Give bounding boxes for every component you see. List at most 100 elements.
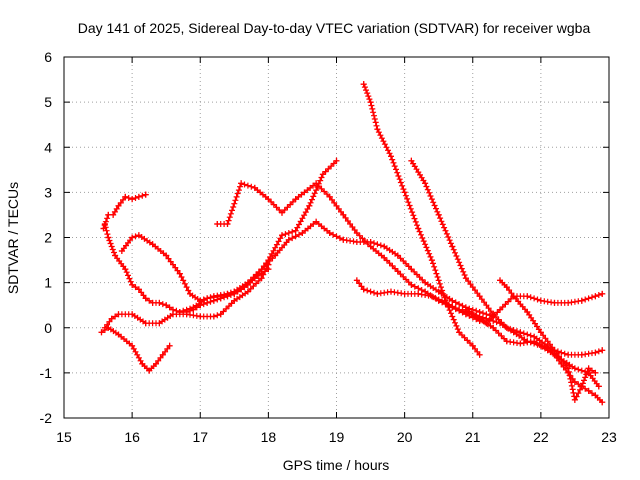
data-point [98,329,105,336]
data-point [462,275,469,282]
data-point [571,396,578,403]
data-point [129,281,136,288]
data-point [592,392,599,399]
data-point [578,383,585,390]
data-point [565,351,572,358]
data-point [578,351,585,358]
data-point [595,383,602,390]
data-point [231,297,238,304]
x-tick-label: 21 [465,429,481,445]
data-point [115,311,122,318]
data-point [469,342,476,349]
data-point [565,299,572,306]
data-point [599,347,606,354]
data-point [401,189,408,196]
data-point [272,252,279,259]
data-point [163,252,170,259]
data-point [551,347,558,354]
series-track-7 [176,218,497,320]
data-point [469,311,476,318]
data-point [442,297,449,304]
data-point [585,365,592,372]
data-point [279,232,285,239]
data-point [285,236,292,243]
data-point [210,313,217,320]
data-point [408,266,415,273]
data-point [360,286,367,293]
x-tick-label: 15 [56,429,72,445]
data-point [353,230,360,236]
data-point [108,315,115,322]
data-point [503,338,510,345]
data-point [156,299,163,306]
grid [64,57,609,418]
data-point [599,290,606,297]
data-point [105,234,112,241]
data-point [483,320,490,327]
data-point [476,351,483,358]
data-point [599,399,606,406]
data-point [497,277,503,284]
data-point [292,196,299,203]
y-axis-label: SDTVAR / TECUs [5,182,21,294]
data-point [517,340,524,347]
x-axis-label: GPS time / hours [283,457,390,473]
data-point [408,157,415,164]
data-point [258,275,265,282]
x-tick-label: 22 [533,429,549,445]
data-point [190,304,197,311]
data-point [456,306,463,313]
data-point [101,221,108,227]
x-tick-label: 18 [261,429,277,445]
data-point [333,157,340,164]
data-point [326,230,333,236]
data-point [217,293,224,300]
data-point [265,196,272,203]
series-track-12 [469,290,606,327]
data-point [517,329,524,336]
data-point [231,288,238,295]
series-track-13 [497,277,599,403]
data-point [306,202,313,209]
data-point [571,365,578,372]
data-point [524,293,531,300]
data-point [435,288,442,295]
x-tick-label: 19 [329,429,345,445]
data-point [381,243,388,250]
y-tick-label: 4 [44,139,52,155]
data-point [129,234,136,241]
data-point [118,248,125,254]
data-point [476,293,483,300]
data-point [592,369,599,376]
data-point [163,302,170,309]
data-point [381,254,388,261]
data-point [146,367,153,374]
data-point [449,297,456,304]
series-track-4 [101,261,272,331]
y-tick-label: 2 [44,230,52,246]
data-point [326,193,333,200]
data-point [367,239,374,245]
data-point [544,347,551,354]
data-point [135,286,142,293]
y-tick-label: 1 [44,275,52,291]
data-point [578,297,585,304]
data-point [462,306,469,313]
data-point [394,252,401,259]
data-point [112,252,119,259]
data-point [224,221,231,227]
data-point [238,180,245,187]
data-point [299,230,306,236]
data-point [115,202,122,209]
series-track-3 [98,324,173,374]
data-point [388,153,394,160]
data-point [537,297,544,304]
data-point [313,180,320,187]
data-point [244,288,251,295]
y-tick-label: 3 [44,184,52,200]
series-track-1 [100,191,149,232]
data-point [353,277,360,284]
